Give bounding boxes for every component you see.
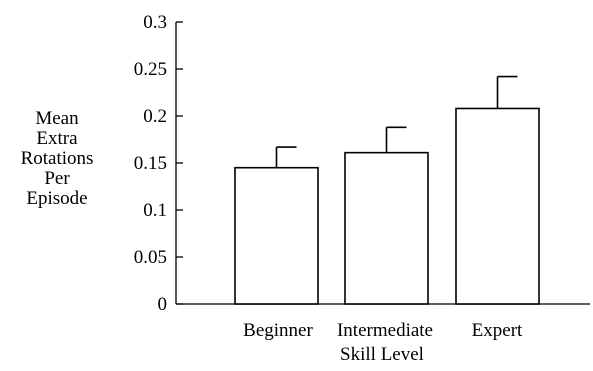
y-tick-label: 0.15 bbox=[134, 153, 167, 174]
y-tick-label: 0.2 bbox=[143, 106, 167, 127]
bar-beginner bbox=[235, 168, 318, 304]
bar-expert bbox=[456, 108, 539, 304]
x-category-label: Beginner bbox=[243, 320, 313, 341]
y-tick-label: 0.25 bbox=[134, 59, 167, 80]
bars bbox=[235, 77, 539, 304]
y-tick-label: 0.05 bbox=[134, 247, 167, 268]
y-tick-label: 0 bbox=[158, 294, 168, 315]
x-category-label: Expert bbox=[472, 320, 523, 341]
y-tick-label: 0.1 bbox=[143, 200, 167, 221]
x-category-label: Intermediate bbox=[337, 320, 433, 341]
bar-intermediate bbox=[345, 153, 428, 304]
y-axis-label-line: Extra bbox=[36, 128, 78, 149]
y-axis-label-line: Rotations bbox=[21, 148, 94, 169]
x-axis-title: Skill Level bbox=[340, 344, 424, 365]
y-axis-label-line: Per bbox=[44, 168, 70, 189]
y-tick-label: 0.3 bbox=[143, 12, 167, 33]
y-axis-label-line: Mean bbox=[35, 108, 79, 129]
x-axis-category-labels: Beginner Intermediate Expert bbox=[243, 320, 523, 341]
y-axis-label-line: Episode bbox=[26, 188, 87, 209]
